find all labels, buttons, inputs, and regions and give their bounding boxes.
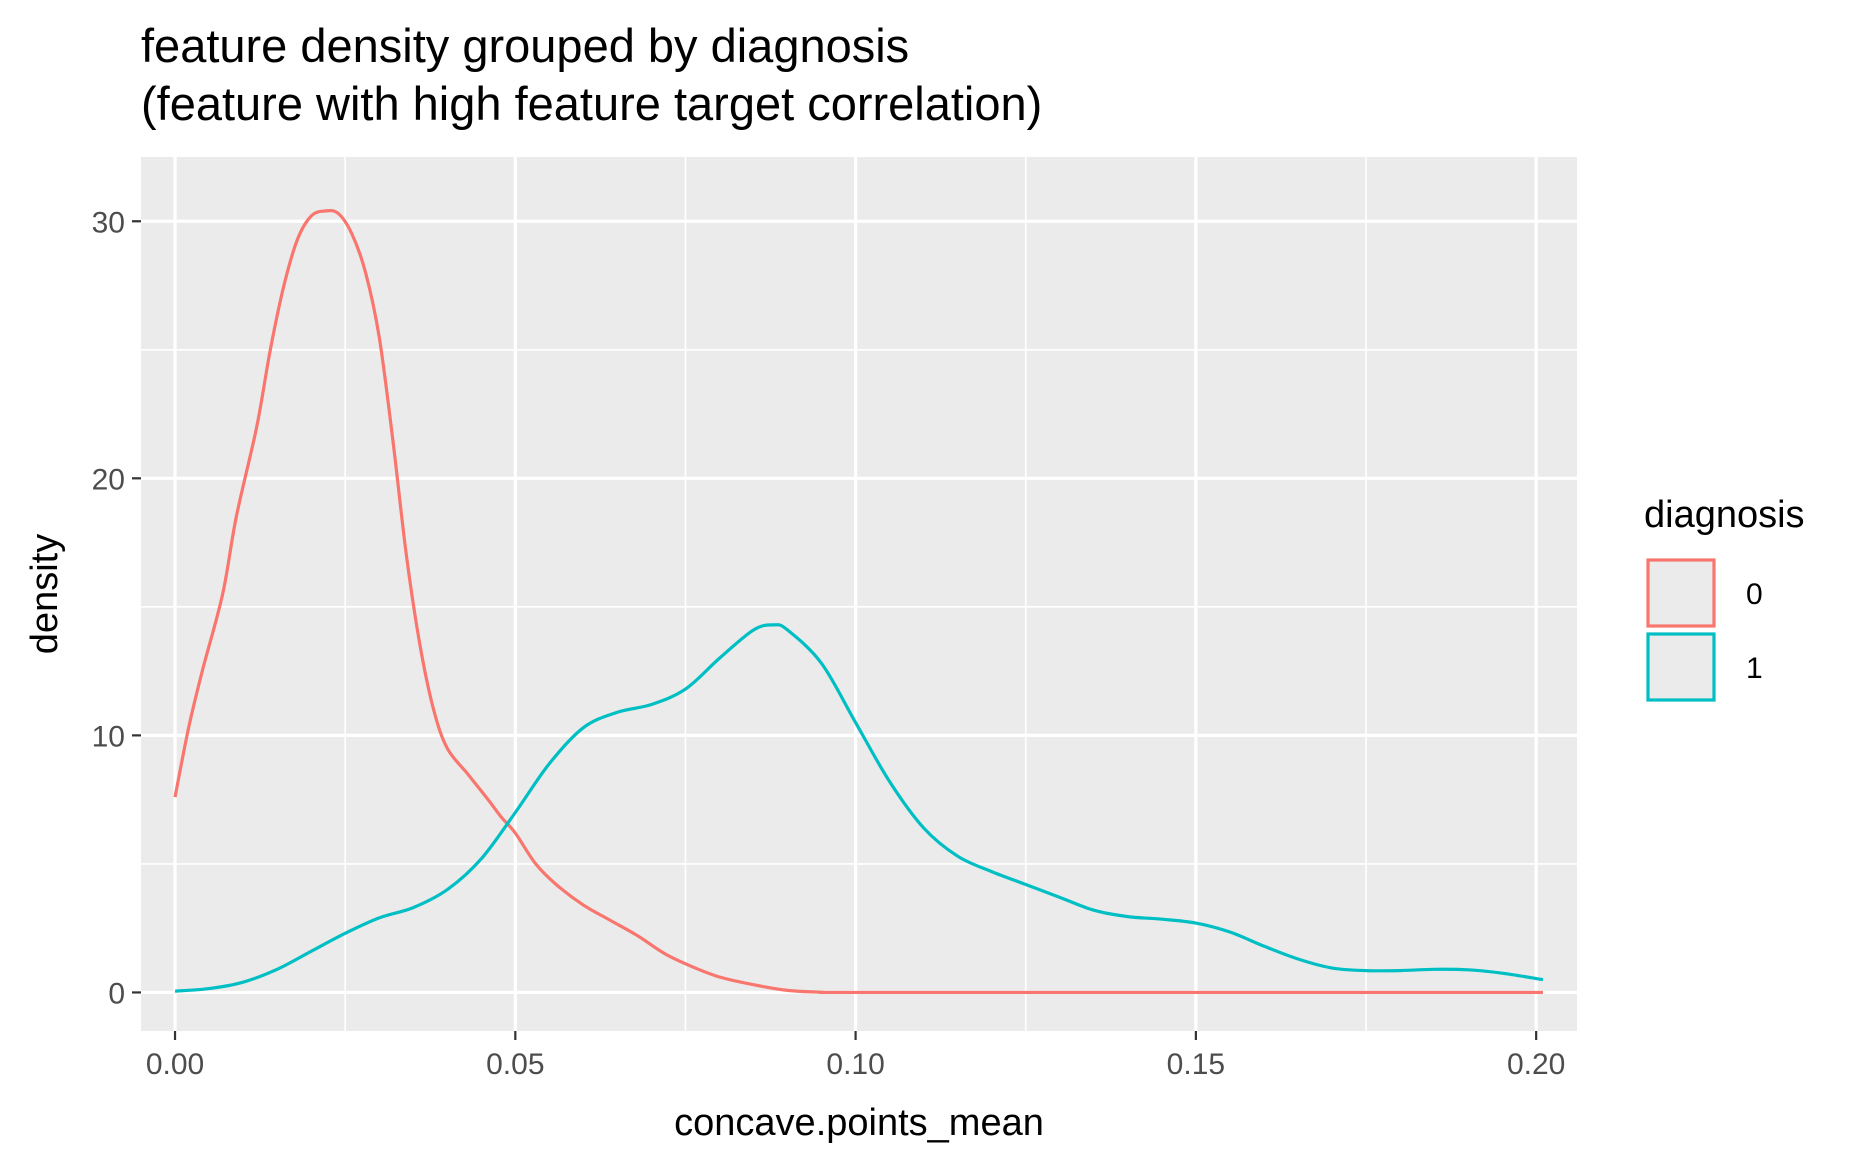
legend-title: diagnosis [1644, 494, 1805, 536]
density-line-diagnosis-1 [174, 623, 1544, 993]
legend-key-0 [1646, 558, 1716, 628]
density-line-diagnosis-0 [173, 208, 1543, 995]
x-tick-label: 0.00 [146, 1048, 204, 1081]
chart-subtitle: (feature with high feature target correl… [141, 77, 1042, 130]
x-tick-label: 0.10 [826, 1048, 884, 1081]
x-tick-label: 0.20 [1507, 1048, 1565, 1081]
y-axis-title: density [24, 534, 66, 654]
chart-title: feature density grouped by diagnosis [141, 19, 909, 72]
legend-key-1 [1646, 632, 1716, 702]
y-axis: 0 10 20 30 [92, 206, 141, 1010]
x-axis: 0.00 0.05 0.10 0.15 0.20 [146, 1031, 1565, 1081]
x-axis-title: concave.points_mean [674, 1102, 1044, 1144]
x-tick-label: 0.05 [486, 1048, 544, 1081]
y-tick-label: 10 [92, 720, 125, 753]
x-tick-label: 0.15 [1167, 1048, 1225, 1081]
series-layer [173, 208, 1544, 995]
y-tick-label: 30 [92, 206, 125, 239]
legend-keys: 01 [1646, 558, 1763, 702]
legend: diagnosis 01 [1644, 494, 1805, 702]
y-tick-label: 0 [108, 977, 125, 1010]
legend-label-0: 0 [1746, 578, 1763, 611]
legend-label-1: 1 [1746, 652, 1763, 685]
y-tick-label: 20 [92, 463, 125, 496]
plot-panel [141, 157, 1577, 1031]
